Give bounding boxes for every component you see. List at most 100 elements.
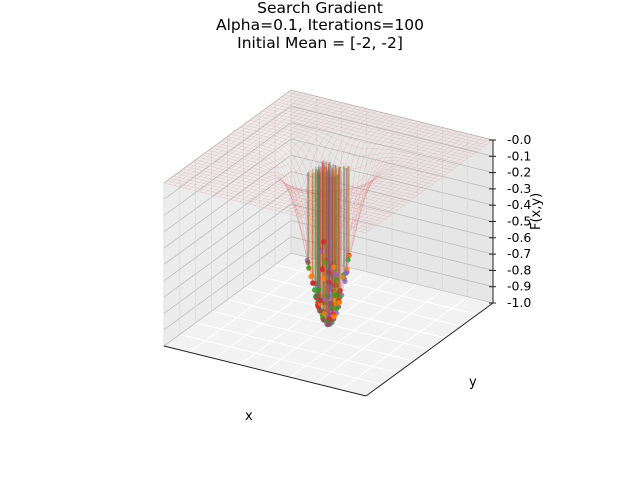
z-tick-label: -0.4 xyxy=(507,197,531,212)
surface-mesh-line xyxy=(192,161,395,213)
surface-mesh-line xyxy=(194,97,322,191)
surface-mesh-line xyxy=(325,129,453,224)
surface-mesh-line xyxy=(173,175,376,227)
sample-points xyxy=(304,159,352,328)
surface-mesh-line xyxy=(246,122,449,187)
chart-title-line-2: Alpha=0.1, Iterations=100 xyxy=(216,16,424,34)
floor-grid-line xyxy=(315,290,443,384)
y-axis-line xyxy=(365,302,494,397)
surface-mesh-line xyxy=(217,143,421,283)
sample-point xyxy=(326,320,332,326)
surface-mesh-line xyxy=(205,152,408,204)
surface-mesh-line xyxy=(240,126,443,239)
sample-point xyxy=(306,265,312,271)
surface-mesh-line xyxy=(340,133,468,227)
surface-mesh-line xyxy=(189,96,317,190)
z-tick-label: -0.9 xyxy=(507,279,531,294)
surface-mesh-line xyxy=(350,136,479,230)
surface-mesh-line xyxy=(265,108,468,159)
sample-point xyxy=(342,278,348,285)
surface-mesh-line xyxy=(199,98,327,193)
sample-point xyxy=(320,239,327,245)
x-axis-label: x xyxy=(245,409,253,424)
surface-mesh-line xyxy=(310,126,438,220)
surface-mesh-line xyxy=(295,122,423,216)
sample-point xyxy=(331,264,337,270)
sample-point xyxy=(316,286,322,293)
sample-point xyxy=(321,275,327,282)
surface-mesh-line xyxy=(163,89,292,184)
sample-point xyxy=(330,314,337,320)
sample-point xyxy=(319,267,326,273)
surface-mesh-line xyxy=(219,103,347,197)
surface-mesh-line xyxy=(211,147,414,234)
chart-title-line-3: Initial Mean = [-2, -2] xyxy=(237,34,403,52)
sample-point xyxy=(328,300,334,306)
sample-point xyxy=(315,293,321,299)
z-tick-label: -1.0 xyxy=(507,295,531,310)
surface-mesh-line xyxy=(330,131,458,225)
surface-mesh-line xyxy=(284,94,487,145)
surface-mesh-line xyxy=(209,101,337,195)
surface-mesh-line xyxy=(360,138,489,233)
sample-point xyxy=(336,299,343,306)
sample-point xyxy=(333,306,340,312)
surface-mesh-line xyxy=(281,96,484,148)
surface-mesh-line xyxy=(249,119,452,171)
surface-mesh-line xyxy=(290,89,494,141)
surface-mesh-line xyxy=(268,106,471,157)
sample-point xyxy=(333,272,339,278)
surface-mesh-line xyxy=(170,178,373,229)
z-tick-label: -0.0 xyxy=(507,132,531,147)
surface-mesh-line xyxy=(249,111,378,272)
sample-point xyxy=(331,259,337,265)
sample-point xyxy=(331,282,338,288)
floor-grid-line xyxy=(211,310,414,362)
surface-mesh-line xyxy=(345,134,473,229)
surface-mesh-line xyxy=(239,108,367,216)
surface-mesh-line xyxy=(305,124,433,219)
surface-mesh-line xyxy=(285,119,413,253)
z-tick-label: -0.1 xyxy=(507,148,531,163)
x-axis-line xyxy=(163,345,367,397)
sample-point xyxy=(326,287,332,293)
sample-point xyxy=(310,280,316,286)
sample-point xyxy=(326,279,332,285)
surface-mesh-line xyxy=(224,104,352,199)
z-tick-label: -0.6 xyxy=(507,230,531,245)
surface-mesh-line xyxy=(335,132,463,226)
surface-mesh-line xyxy=(189,164,392,215)
surface-mesh-line xyxy=(214,145,417,257)
surface-mesh-line xyxy=(262,110,465,162)
sample-point xyxy=(321,317,327,323)
sample-point xyxy=(336,289,342,295)
floor-grid-line xyxy=(179,333,382,385)
sample-point xyxy=(345,257,351,263)
surface-mesh-line xyxy=(290,121,418,228)
sample-point xyxy=(344,266,350,272)
surface-mesh-line xyxy=(202,154,405,206)
surface-mesh-line xyxy=(179,93,307,187)
surface-mesh-line xyxy=(186,166,389,217)
surface-mesh-line xyxy=(229,106,357,200)
surface-mesh-line xyxy=(214,102,342,196)
z-tick-label: -0.5 xyxy=(507,214,531,229)
sample-point xyxy=(317,297,323,304)
surface-mesh-line xyxy=(256,115,459,166)
surface-mesh-line xyxy=(234,107,362,201)
sample-point xyxy=(319,249,325,255)
surface-mesh-line xyxy=(271,103,474,155)
surface-mesh-line xyxy=(167,180,370,231)
surface-mesh-line xyxy=(287,92,490,143)
surface-mesh-line xyxy=(204,99,332,194)
surface-mesh-line xyxy=(315,127,443,221)
surface-mesh-line xyxy=(173,92,302,186)
z-tick-label: -0.8 xyxy=(507,262,531,277)
surface-mesh-line xyxy=(355,137,484,231)
surface-mesh-line xyxy=(198,157,401,208)
z-tick-label: -0.2 xyxy=(507,165,531,180)
surface-mesh-line xyxy=(259,113,462,164)
surface-mesh-line xyxy=(208,150,411,215)
surface-mesh-line xyxy=(163,182,367,234)
sample-point xyxy=(323,293,329,299)
